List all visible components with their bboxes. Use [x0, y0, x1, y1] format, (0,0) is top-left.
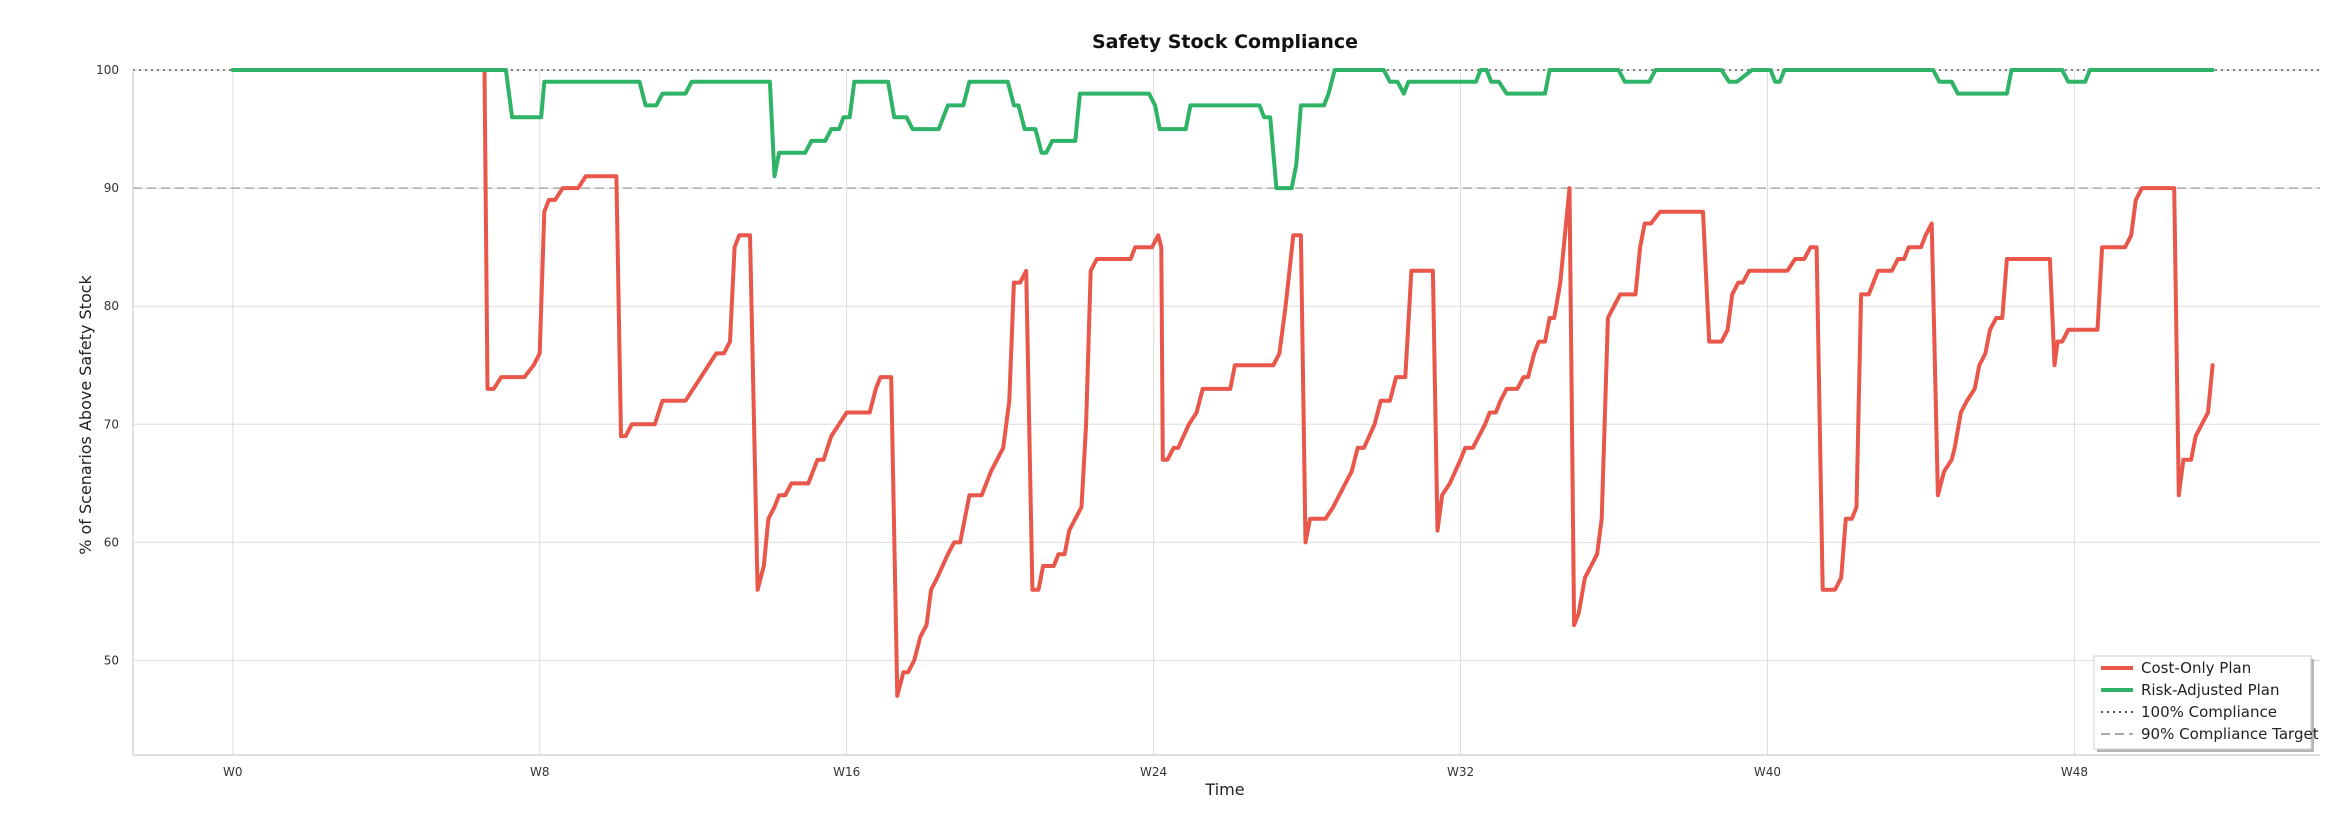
- y-tick-label: 90: [104, 181, 119, 195]
- x-tick-label: W8: [530, 765, 550, 779]
- reference-lines: [133, 69, 2320, 189]
- legend-label-100-compliance: 100% Compliance: [2141, 703, 2277, 721]
- legend-label-risk-adjusted: Risk-Adjusted Plan: [2141, 681, 2280, 699]
- chart-title: Safety Stock Compliance: [1092, 31, 1358, 53]
- y-tick-labels: 50 60 70 80 90 100: [96, 63, 119, 668]
- x-tick-label: W40: [1754, 765, 1781, 779]
- axes-spines: [132, 70, 2320, 756]
- x-tick-label: W48: [2061, 765, 2088, 779]
- legend-label-cost-only: Cost-Only Plan: [2141, 659, 2251, 677]
- legend: Cost-Only Plan Risk-Adjusted Plan 100% C…: [2093, 655, 2319, 752]
- y-axis-title: % of Scenarios Above Safety Stock: [76, 274, 95, 554]
- y-tick-label: 50: [104, 654, 119, 668]
- y-tick-label: 60: [104, 535, 119, 549]
- x-tick-label: W32: [1447, 765, 1474, 779]
- series-line-cost-only: [230, 68, 2215, 698]
- y-tick-label: 100: [96, 63, 119, 77]
- plot-area: [132, 68, 2320, 756]
- legend-label-90-target: 90% Compliance Target: [2141, 725, 2319, 743]
- x-axis-title: Time: [1204, 780, 1244, 799]
- series-layer: [230, 68, 2215, 698]
- x-tick-label: W16: [833, 765, 860, 779]
- x-tick-label: W0: [223, 765, 243, 779]
- y-tick-label: 80: [104, 299, 119, 313]
- x-tick-labels: W0 W8 W16 W24 W32 W40 W48: [223, 765, 2088, 779]
- x-tick-label: W24: [1140, 765, 1167, 779]
- y-tick-label: 70: [104, 417, 119, 431]
- series-line-risk-adjusted: [230, 68, 2215, 191]
